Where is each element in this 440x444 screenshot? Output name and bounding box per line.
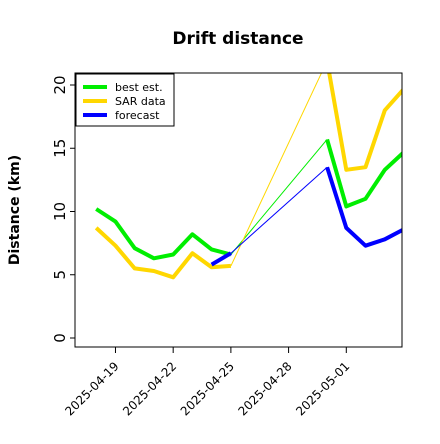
legend-label-best-est: best est. <box>115 81 163 94</box>
x-tick-label: 2025-04-22 <box>120 359 179 418</box>
x-tick-label: 2025-04-28 <box>235 359 294 418</box>
chart-title: Drift distance <box>172 29 303 49</box>
series-line-sar-data-segment-0 <box>94 226 232 280</box>
legend: best est. SAR data forecast <box>75 73 175 127</box>
series-line-sar-data-connector <box>230 73 323 267</box>
x-tick-label: 2025-04-19 <box>62 359 121 418</box>
series-line-best-est-segment-0 <box>95 207 232 261</box>
y-tick-label: 20 <box>51 75 69 94</box>
y-axis-label: Distance (km) <box>7 155 23 265</box>
series-line-best-est-connector <box>230 139 328 255</box>
y-tick-label: 0 <box>51 333 69 343</box>
legend-label-forecast: forecast <box>115 109 160 122</box>
y-tick-label: 10 <box>51 202 69 221</box>
series-line-best-est-segment-2 <box>325 138 402 209</box>
x-tick-label: 2025-05-01 <box>293 359 352 418</box>
y-tick-label: 15 <box>51 139 69 158</box>
x-tick-label: 2025-04-25 <box>178 359 237 418</box>
y-tick-label: 5 <box>51 270 69 280</box>
plot-frame <box>74 72 403 348</box>
series-line-forecast-segment-0 <box>210 251 232 267</box>
legend-label-sar-data: SAR data <box>115 95 166 108</box>
chart-axes: 051015202025-04-192025-04-222025-04-2520… <box>51 75 352 418</box>
series-line-sar-data-segment-2 <box>327 73 402 172</box>
chart-marks <box>94 73 402 280</box>
series-line-forecast-connector <box>230 166 328 254</box>
series-line-forecast-segment-2 <box>325 166 402 248</box>
